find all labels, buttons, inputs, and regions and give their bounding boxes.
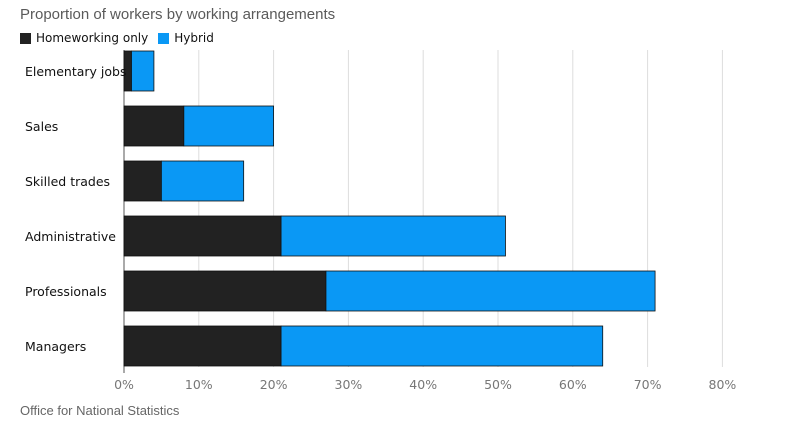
legend-swatch-homeworking: [20, 32, 31, 44]
legend-item-homeworking: Homeworking only: [20, 31, 148, 45]
x-tick-label-10: 10%: [185, 377, 213, 392]
x-axis-ticks: 0% 10% 20% 30% 40% 50% 60% 70% 80%: [114, 377, 736, 392]
bar-homeworking-3: [123, 215, 282, 257]
bar-hybrid-5: [280, 325, 604, 367]
category-label-1: Sales: [25, 119, 58, 134]
chart-title: Proportion of workers by working arrange…: [20, 6, 336, 23]
category-label-5: Managers: [25, 339, 86, 354]
bars: [123, 50, 656, 367]
bar-hybrid-3: [280, 215, 506, 257]
source-note: Office for National Statistics: [20, 403, 180, 418]
x-tick-label-20: 20%: [260, 377, 288, 392]
legend-item-hybrid: Hybrid: [158, 31, 214, 45]
category-label-0: Elementary jobs: [25, 64, 127, 79]
x-tick-label-30: 30%: [335, 377, 363, 392]
x-tick-label-70: 70%: [634, 377, 662, 392]
x-tick-label-50: 50%: [484, 377, 512, 392]
bar-hybrid-1: [183, 105, 274, 147]
legend-swatch-hybrid: [158, 32, 170, 44]
x-tick-label-80: 80%: [709, 377, 737, 392]
legend-label-homeworking: Homeworking only: [36, 31, 149, 45]
legend: Homeworking only Hybrid: [20, 31, 224, 45]
category-label-4: Professionals: [25, 284, 107, 299]
bar-homeworking-2: [123, 160, 162, 202]
grid-lines: [123, 50, 723, 373]
bar-hybrid-2: [160, 160, 245, 202]
x-tick-label-0: 0%: [114, 377, 134, 392]
category-label-2: Skilled trades: [25, 174, 110, 189]
bar-homeworking-4: [123, 270, 327, 312]
category-label-3: Administrative: [25, 229, 116, 244]
bar-homeworking-1: [123, 105, 185, 147]
legend-label-hybrid: Hybrid: [174, 31, 214, 45]
bar-homeworking-5: [123, 325, 282, 367]
bar-hybrid-0: [131, 50, 155, 92]
category-labels: Elementary jobs Sales Skilled trades Admini…: [25, 64, 127, 354]
bar-hybrid-4: [325, 270, 656, 312]
x-tick-label-60: 60%: [559, 377, 587, 392]
x-tick-label-40: 40%: [409, 377, 437, 392]
